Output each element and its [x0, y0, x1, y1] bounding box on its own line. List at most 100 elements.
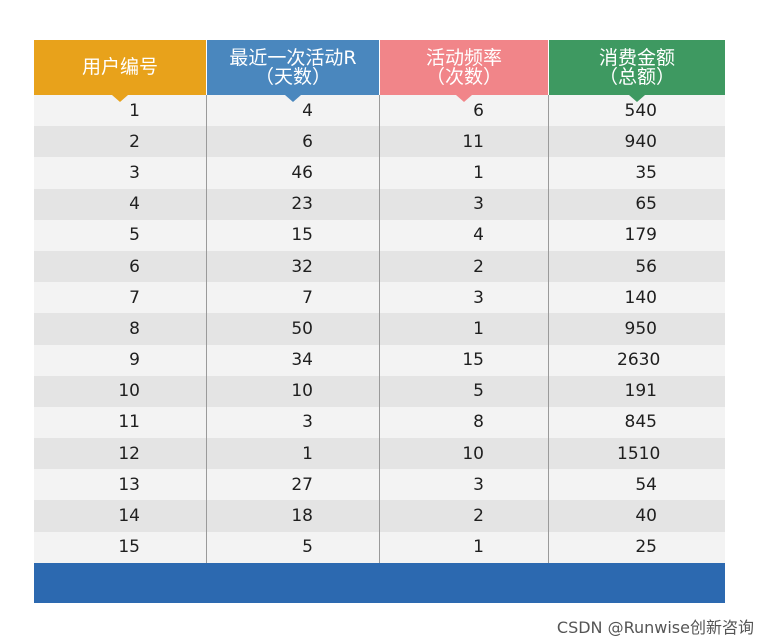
cell-recency-value: 4	[302, 100, 313, 121]
cell-monetary-value: 40	[635, 506, 657, 527]
cell-frequency-value: 1	[473, 162, 484, 183]
cell-user-id-value: 8	[129, 318, 140, 339]
cell-recency-value: 1	[302, 443, 313, 464]
cell-recency-value: 7	[302, 287, 313, 308]
cell-frequency-value: 2	[473, 256, 484, 277]
table-row: 7 7 3 140	[34, 282, 725, 314]
cell-recency: 46	[207, 157, 380, 189]
header-monetary-unit: （总额）	[598, 65, 675, 88]
cell-recency-value: 32	[291, 256, 313, 277]
cell-user-id-value: 10	[118, 381, 140, 402]
header-user-id: 用户编号	[34, 40, 207, 102]
header-recency: 最近一次活动R （天数）	[207, 40, 380, 102]
cell-frequency-value: 11	[462, 131, 484, 152]
cell-recency: 15	[207, 219, 380, 251]
cell-monetary: 540	[549, 95, 725, 126]
cell-monetary-value: 191	[624, 381, 657, 402]
cell-monetary: 56	[549, 251, 725, 282]
cell-monetary: 140	[549, 282, 725, 313]
cell-frequency: 3	[380, 469, 549, 501]
cell-user-id-value: 2	[129, 131, 140, 152]
cell-recency: 6	[207, 126, 380, 158]
header-user-id-label: 用户编号	[81, 56, 158, 78]
table-row: 2 6 11 940	[34, 126, 725, 158]
cell-frequency: 1	[380, 313, 549, 345]
cell-recency-value: 27	[291, 474, 313, 495]
cell-frequency-value: 8	[473, 412, 484, 433]
cell-frequency: 15	[380, 344, 549, 376]
table-row: 11 3 8 845	[34, 406, 725, 439]
cell-frequency: 2	[380, 500, 549, 532]
cell-monetary-value: 179	[624, 225, 657, 246]
cell-user-id-value: 14	[118, 506, 140, 527]
cell-recency-value: 15	[291, 225, 313, 246]
header-monetary: 消费金额 （总额）	[549, 40, 725, 102]
cell-recency-value: 5	[302, 537, 313, 558]
cell-recency-value: 34	[291, 350, 313, 371]
cell-monetary: 2630	[549, 345, 725, 376]
table-row: 15 5 1 25	[34, 531, 725, 563]
cell-user-id: 4	[34, 188, 207, 220]
cell-user-id-value: 9	[129, 350, 140, 371]
cell-frequency-value: 5	[473, 381, 484, 402]
header-monetary-label: 消费金额	[598, 46, 675, 69]
cell-recency: 32	[207, 250, 380, 283]
cell-frequency: 4	[380, 219, 549, 251]
cell-user-id: 15	[34, 531, 207, 563]
cell-monetary: 940	[549, 126, 725, 157]
table-body: 1 4 6 540 2 6 11 940 3 46 1 35 4 23 3 65 5 15 4 179 6 32 2 56 7 7…	[34, 95, 725, 563]
cell-monetary-value: 950	[624, 318, 657, 339]
cell-frequency-value: 3	[473, 194, 484, 215]
cell-user-id: 9	[34, 344, 207, 376]
cell-monetary: 179	[549, 220, 725, 251]
cell-recency-value: 50	[291, 318, 313, 339]
table-row: 3 46 1 35	[34, 157, 725, 189]
table-row: 13 27 3 54	[34, 469, 725, 501]
cell-recency-value: 10	[291, 381, 313, 402]
cell-user-id: 14	[34, 500, 207, 532]
cell-frequency-value: 1	[473, 318, 484, 339]
table-row: 8 50 1 950	[34, 313, 725, 345]
cell-frequency: 5	[380, 375, 549, 407]
cell-recency: 50	[207, 313, 380, 345]
cell-monetary-value: 540	[624, 100, 657, 121]
cell-user-id: 11	[34, 406, 207, 439]
cell-monetary-value: 940	[624, 131, 657, 152]
cell-monetary: 25	[549, 532, 725, 563]
cell-monetary-value: 65	[635, 194, 657, 215]
table-row: 5 15 4 179	[34, 219, 725, 251]
cell-monetary: 1510	[549, 438, 725, 469]
cell-monetary: 54	[549, 469, 725, 500]
header-user-id-pointer-icon	[112, 95, 128, 102]
header-recency-pointer-icon	[285, 95, 301, 102]
cell-frequency: 2	[380, 250, 549, 283]
table-row: 9 34 15 2630	[34, 344, 725, 376]
cell-frequency-value: 6	[473, 100, 484, 121]
cell-monetary-value: 2630	[617, 350, 661, 371]
table-row: 12 1 10 1510	[34, 438, 725, 470]
table-row: 4 23 3 65	[34, 188, 725, 220]
cell-recency-value: 3	[302, 412, 313, 433]
header-recency-label: 最近一次活动R	[229, 46, 357, 69]
cell-monetary-value: 1510	[617, 443, 661, 464]
cell-frequency: 11	[380, 126, 549, 158]
cell-monetary: 845	[549, 407, 725, 438]
cell-recency: 1	[207, 438, 380, 470]
cell-recency: 10	[207, 375, 380, 407]
cell-monetary: 950	[549, 313, 725, 344]
cell-recency-value: 18	[291, 506, 313, 527]
cell-monetary-value: 54	[635, 474, 657, 495]
header-monetary-pointer-icon	[629, 95, 645, 102]
cell-recency: 4	[207, 95, 380, 127]
cell-frequency-value: 3	[473, 474, 484, 495]
cell-frequency-value: 4	[473, 225, 484, 246]
cell-user-id-value: 15	[118, 537, 140, 558]
cell-user-id: 5	[34, 219, 207, 251]
cell-user-id-value: 13	[118, 474, 140, 495]
header-frequency-label: 活动频率	[425, 46, 502, 69]
cell-monetary: 35	[549, 157, 725, 188]
watermark: CSDN @Runwise创新咨询	[556, 618, 754, 637]
cell-frequency-value: 1	[473, 537, 484, 558]
header-frequency: 活动频率 （次数）	[380, 40, 549, 102]
